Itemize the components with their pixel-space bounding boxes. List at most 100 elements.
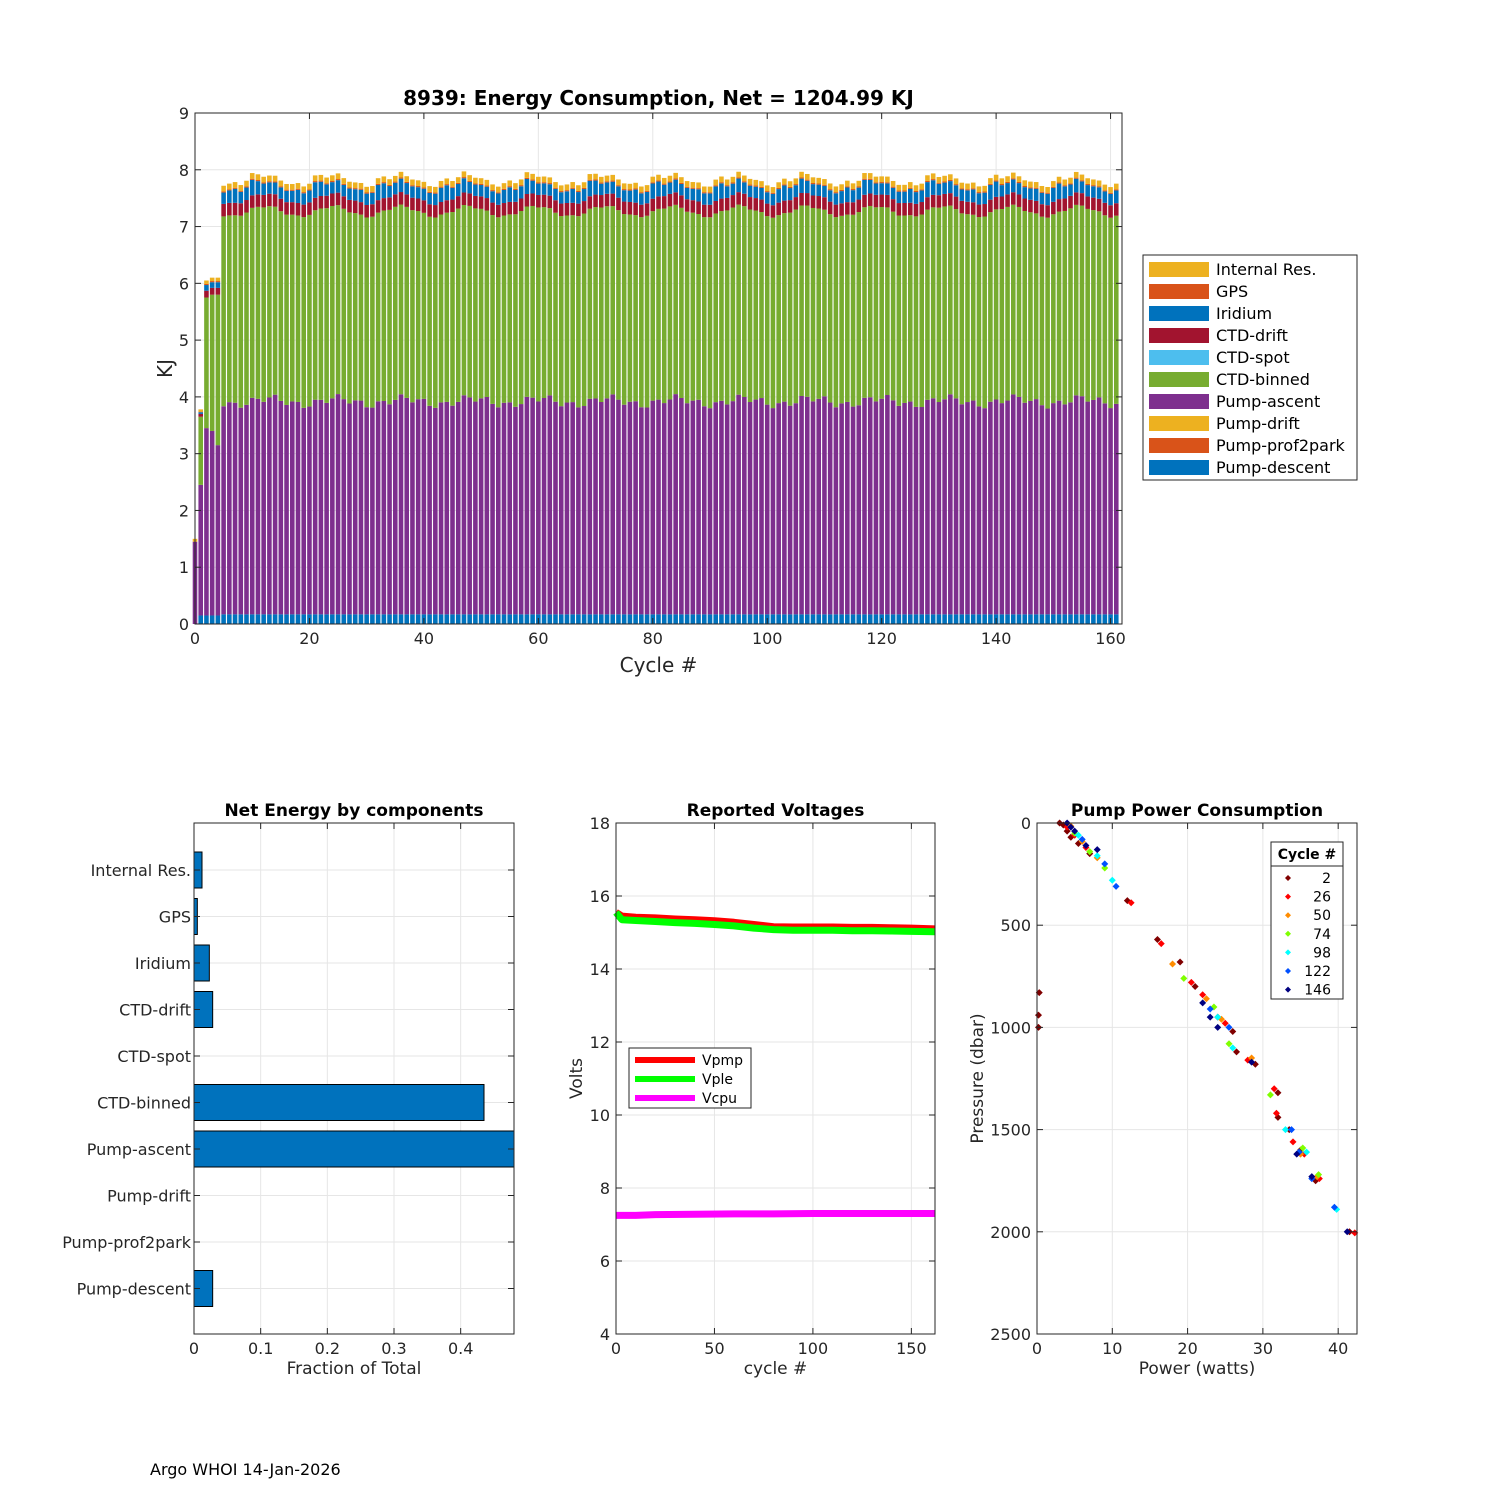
energy-bar-segment	[352, 188, 358, 190]
energy-bar-segment	[845, 202, 850, 215]
energy-bar-segment	[547, 177, 553, 184]
energy-bar-segment	[295, 215, 301, 402]
energy-bar-segment	[530, 179, 535, 181]
energy-bar-segment	[948, 394, 953, 615]
energy-bar-segment	[576, 216, 581, 408]
energy-bar-segment	[524, 177, 530, 179]
pump-point-cycle-146	[1071, 827, 1079, 835]
energy-bar-segment	[507, 186, 513, 188]
energy-bar-segment	[335, 180, 341, 193]
energy-axes-box	[194, 112, 1123, 625]
energy-bar-segment	[1051, 403, 1056, 615]
energy-bar-segment	[1005, 176, 1010, 182]
energy-bar-segment	[267, 182, 272, 194]
energy-bar-segment	[227, 202, 232, 216]
energy-bar-segment	[770, 217, 776, 409]
energy-bar-segment	[404, 183, 410, 195]
energy-bar-segment	[576, 190, 581, 193]
components-axes-box	[193, 822, 515, 1335]
energy-bar-segment	[518, 198, 524, 211]
energy-bar-segment	[610, 614, 616, 624]
energy-bar-segment	[822, 209, 827, 397]
energy-bar-segment	[1091, 210, 1096, 400]
energy-bar-segment	[249, 173, 255, 179]
energy-bar-segment	[616, 399, 621, 615]
energy-bar-segment	[530, 173, 535, 180]
energy-bar-segment	[724, 210, 730, 405]
energy-bar-segment	[1062, 179, 1068, 186]
energy-bar-segment	[284, 614, 289, 624]
energy-bar-segment	[753, 198, 759, 211]
energy-bar-segment	[209, 281, 215, 283]
energy-bar-segment	[364, 193, 369, 205]
energy-bar-segment	[753, 179, 759, 186]
energy-bar-segment	[1113, 614, 1119, 624]
energy-bar-segment	[341, 614, 347, 624]
energy-bar-segment	[621, 189, 627, 191]
energy-bar-segment	[495, 193, 501, 205]
energy-bar-segment	[267, 397, 272, 615]
pump-legend-label: 2	[1322, 871, 1331, 887]
pump-point-cycle-98	[1214, 1013, 1222, 1021]
energy-bar-segment	[501, 189, 507, 204]
energy-bar-segment	[541, 207, 547, 399]
pump-point-cycle-122	[1101, 860, 1109, 868]
energy-bar-segment	[284, 183, 289, 190]
energy-bar-segment	[999, 185, 1005, 197]
energy-bar-segment	[885, 207, 890, 396]
energy-bar-segment	[576, 407, 581, 615]
energy-bar-segment	[438, 614, 444, 624]
reported-voltages-chart: 0 50 100 150 4 6 8 10 12 14 16 18 Reported Voltages c…	[567, 801, 936, 1379]
energy-bar-segment	[404, 614, 410, 624]
energy-bar-segment	[999, 614, 1005, 624]
energy-bar-segment	[232, 614, 238, 624]
energy-bar-segment	[421, 181, 427, 188]
legend-swatch-ctd-drift	[1149, 328, 1209, 343]
energy-bar-segment	[627, 614, 633, 624]
energy-bar-segment	[1102, 184, 1108, 191]
energy-bar-segment	[1091, 179, 1096, 186]
component-bar	[193, 1130, 515, 1168]
energy-bar-segment	[1022, 187, 1028, 199]
energy-bar-segment	[621, 214, 627, 405]
energy-bar-segment	[885, 614, 890, 624]
energy-bar-segment	[381, 182, 387, 184]
energy-bar-segment	[907, 614, 913, 624]
pump-point-cycle-98	[1229, 1044, 1237, 1052]
energy-bar-segment	[289, 202, 295, 215]
energy-bar-segment	[215, 445, 221, 616]
energy-bar-segment	[1033, 200, 1039, 214]
energy-bar-segment	[335, 192, 341, 206]
pump-chart-title: Pump Power Consumption	[1071, 801, 1323, 821]
energy-bar-segment	[478, 183, 484, 186]
energy-ytick-label: 1	[179, 558, 189, 577]
energy-bar-segment	[364, 204, 369, 218]
energy-bar-segment	[919, 190, 925, 203]
legend-swatch-pump-descent	[1149, 460, 1209, 475]
energy-bar-segment	[890, 187, 896, 200]
energy-bar-segment	[209, 282, 215, 288]
energy-bar-segment	[289, 214, 295, 402]
energy-bar-segment	[1079, 205, 1085, 397]
energy-bar-segment	[816, 398, 822, 615]
energy-bar-segment	[272, 194, 278, 207]
energy-bar-segment	[536, 401, 541, 615]
energy-bar-segment	[719, 183, 724, 199]
energy-bar-segment	[730, 401, 736, 615]
energy-bar-segment	[421, 200, 427, 213]
voltage-series-vple	[613, 910, 936, 936]
energy-bar-segment	[267, 181, 272, 183]
energy-bar-segment	[879, 183, 884, 195]
energy-bar-segment	[427, 405, 432, 615]
energy-bar-segment	[1056, 614, 1062, 624]
energy-bar-segment	[953, 196, 959, 210]
energy-bar-segment	[833, 407, 839, 615]
legend-swatch-ctd-spot	[1149, 350, 1209, 365]
voltages-legend-label: Vple	[702, 1072, 733, 1088]
energy-bar-segment	[776, 215, 781, 404]
energy-bar-segment	[249, 397, 255, 615]
energy-bar-segment	[278, 211, 284, 401]
energy-bar-segment	[988, 614, 993, 624]
energy-bar-segment	[873, 194, 879, 208]
energy-bar-segment	[330, 175, 335, 181]
